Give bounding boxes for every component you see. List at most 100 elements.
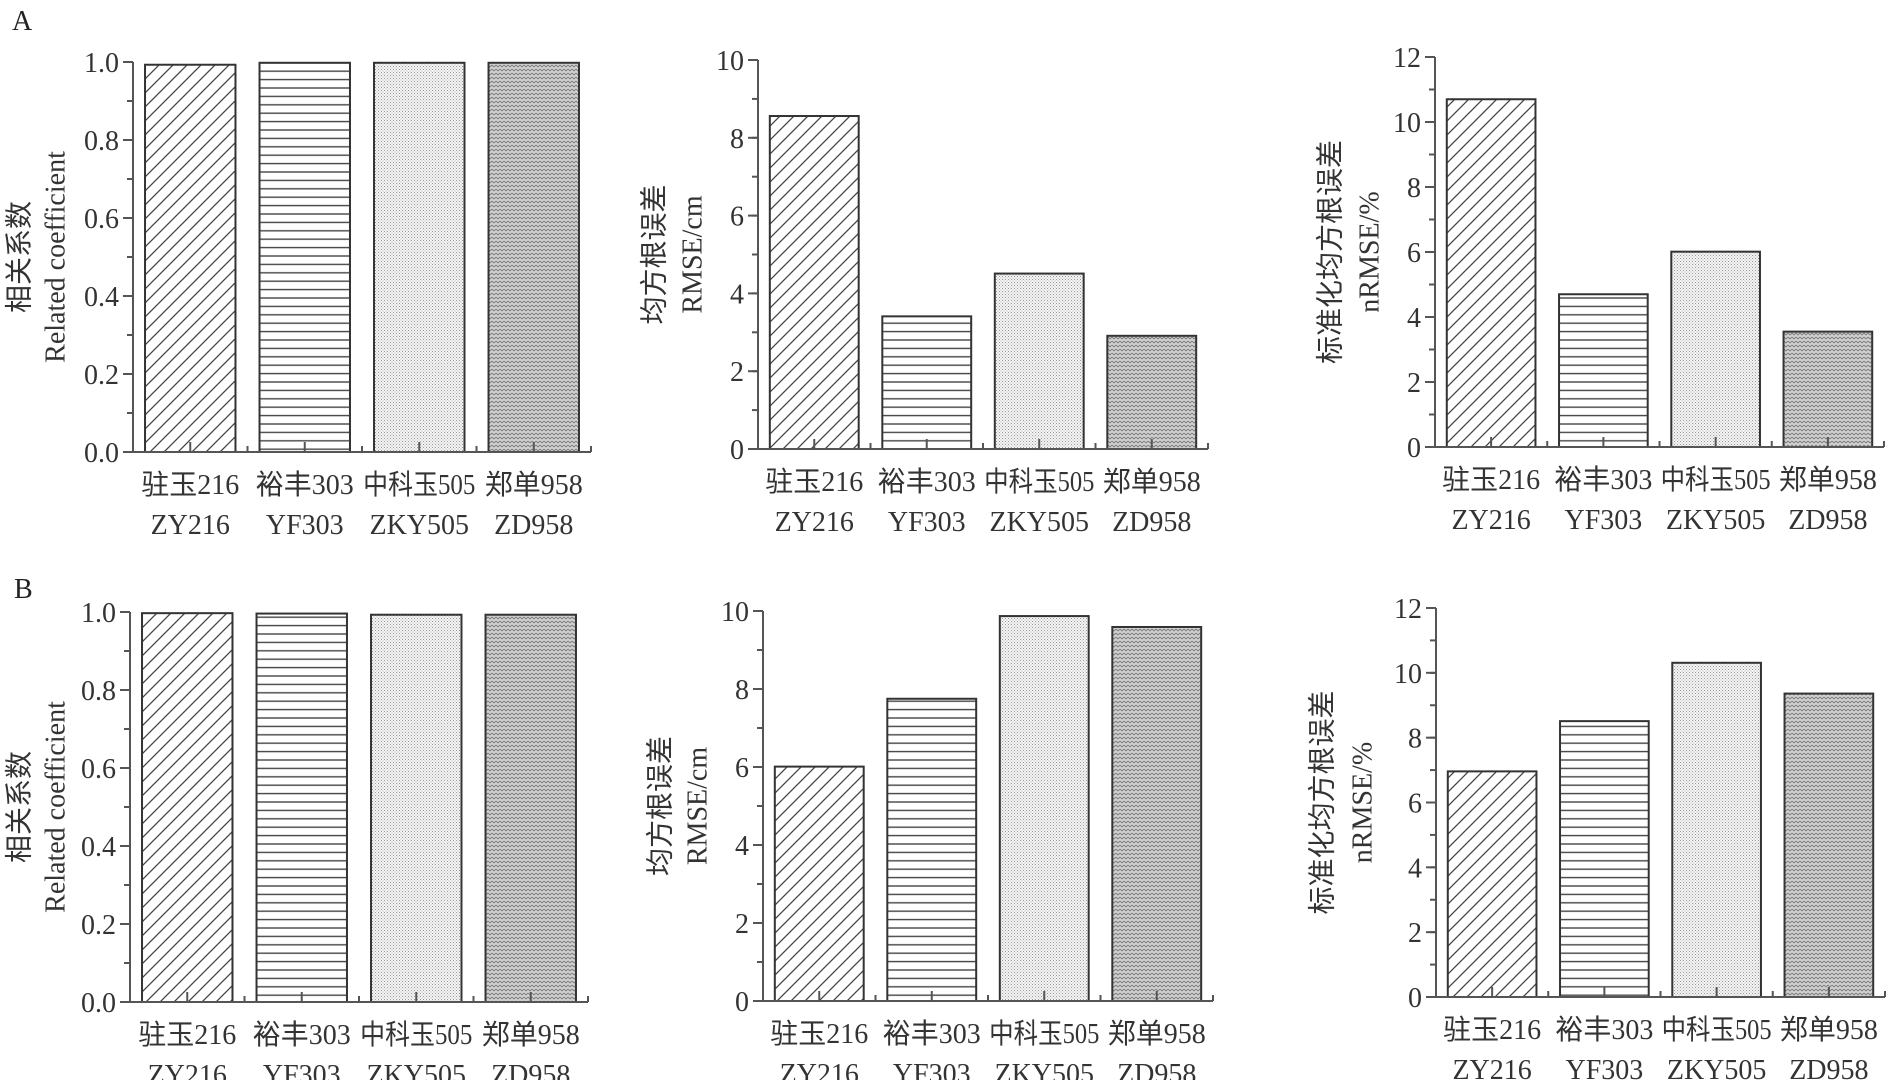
y-axis-label-cn: 均方根误差 [644,736,676,876]
y-axis-label-en: RMSE/cm [677,195,708,313]
x-category-label-en: ZD958 [494,510,573,541]
chart-b-2: 0 2 4 6 8 10 驻玉216 ZY216 裕丰303 YF303 中科玉505 ZKY505 郑… [644,597,1214,1080]
y-tick-label: 8 [730,124,744,155]
x-category-label-cn: 裕丰303 [253,1019,351,1051]
chart-a-1: 0.0 0.2 0.4 0.6 0.8 1.0 驻玉216 ZY216 裕丰303 YF303 中科… [3,48,592,541]
x-category-label-cn: 中科玉505 [1661,464,1771,496]
y-axis-label-en: Related coefficient [40,701,71,913]
bar-zd958 [1783,692,1875,999]
y-tick-label: 4 [1408,853,1422,884]
x-category-label-en: ZKY505 [989,507,1089,538]
x-category-label-cn: 郑单958 [485,469,583,501]
bar-yf303 [255,612,348,1003]
y-tick-label: 0.6 [84,204,119,235]
chart-a-3: 0 2 4 6 8 10 12 驻玉216 ZY216 裕丰303 YF303 中科玉505 ZKY50… [1314,43,1885,536]
x-category-label-cn: 驻玉216 [765,466,863,498]
x-category-label-en: ZD958 [1788,505,1867,536]
x-category-label-en: ZD958 [1789,1055,1868,1080]
bar-zd958 [1111,625,1203,1002]
bar-yf303 [258,61,351,453]
y-tick-label: 0 [735,987,749,1018]
y-tick-label: 0.8 [84,126,119,157]
x-category-label-cn: 中科玉505 [989,1018,1099,1050]
x-category-label-cn: 驻玉216 [1443,1014,1541,1046]
x-category-label-cn: 驻玉216 [138,1019,236,1051]
y-tick-label: 0.0 [84,438,119,469]
bar-yf303 [881,315,973,451]
x-category-label-en: YF303 [1564,505,1642,536]
x-category-label-en: YF303 [263,1060,341,1080]
y-tick-label: 8 [1408,724,1422,755]
y-tick-label: 8 [1407,173,1421,204]
x-category-label-cn: 郑单958 [1780,1014,1878,1046]
y-tick-label: 0.4 [84,282,119,313]
bar-zd958 [484,613,577,1003]
y-tick-label: 2 [735,909,749,940]
y-tick-label: 1.0 [81,598,116,629]
y-tick-label: 4 [730,279,744,310]
y-tick-label: 0 [1407,433,1421,464]
chart-b-1: 0.0 0.2 0.4 0.6 0.8 1.0 驻玉216 ZY216 裕丰303 YF303 中科… [3,598,589,1080]
bar-zd958 [1106,334,1198,450]
x-category-label-cn: 驻玉216 [141,469,239,501]
y-tick-label: 6 [1407,238,1421,269]
chart-a-2: 0 2 4 6 8 10 驻玉216 ZY216 裕丰303 YF303 中科玉505 ZKY505 郑… [638,46,1209,538]
x-category-label-cn: 驻玉216 [1442,464,1540,496]
bar-zky505 [1671,661,1762,998]
y-axis-label-cn: 相关系数 [3,201,35,313]
y-tick-label: 10 [721,597,749,628]
x-category-label-en: YF303 [266,510,344,541]
y-tick-label: 0.0 [81,988,116,1019]
y-tick-label: 1.0 [84,48,119,79]
y-tick-label: 12 [1393,43,1421,74]
x-category-label-cn: 裕丰303 [1554,464,1652,496]
y-tick-label: 0 [730,435,744,466]
bar-yf303 [886,697,978,1002]
y-axis-label-en: Related coefficient [40,151,71,363]
y-axis-label-cn: 相关系数 [3,751,35,863]
y-tick-label: 4 [735,831,749,862]
bar-zy216 [1446,770,1538,998]
y-tick-label: 0.6 [81,754,116,785]
x-category-label-cn: 郑单958 [1779,464,1877,496]
x-category-label-cn: 郑单958 [1103,466,1201,498]
chart-grid: 0.0 0.2 0.4 0.6 0.8 1.0 驻玉216 ZY216 裕丰303 YF303 中科… [3,43,1886,1080]
bar-yf303 [1558,293,1649,448]
x-category-label-cn: 裕丰303 [256,469,354,501]
x-category-label-en: ZD958 [1112,507,1191,538]
x-category-label-en: YF303 [1565,1055,1643,1080]
x-category-label-cn: 中科玉505 [1662,1014,1772,1046]
bar-zd958 [1782,330,1874,448]
y-tick-label: 2 [1408,918,1422,949]
y-axis-label-en: nRMSE/% [1354,191,1385,312]
bar-zky505 [998,615,1090,1002]
y-tick-label: 0.4 [81,832,116,863]
panel-label-b: B [14,574,33,605]
y-tick-label: 6 [1408,789,1422,820]
bar-zy216 [768,115,860,451]
x-category-label-cn: 裕丰303 [1555,1014,1653,1046]
bar-zky505 [373,61,466,453]
x-category-label-en: YF303 [893,1059,971,1080]
panel-label-a: A [12,6,33,37]
x-category-label-en: ZY216 [1452,1055,1531,1080]
bar-zy216 [1445,98,1537,448]
x-category-label-cn: 郑单958 [1108,1018,1206,1050]
y-tick-label: 6 [730,202,744,233]
x-category-label-en: ZY216 [780,1059,859,1080]
x-category-label-cn: 郑单958 [482,1019,580,1051]
bar-zky505 [370,613,463,1003]
y-tick-label: 0.2 [84,360,119,391]
y-tick-label: 0 [1408,983,1422,1014]
y-tick-label: 12 [1394,594,1422,625]
y-axis-label-en: nRMSE/% [1347,742,1378,863]
x-category-label-en: ZD958 [491,1060,570,1080]
x-category-label-en: ZY216 [1451,505,1530,536]
x-category-label-cn: 裕丰303 [883,1018,981,1050]
y-tick-label: 0.2 [81,910,116,941]
x-category-label-en: ZKY505 [994,1059,1094,1080]
y-axis-label-cn: 均方根误差 [638,184,670,324]
bar-zy216 [141,612,234,1003]
bar-zy216 [144,63,237,453]
